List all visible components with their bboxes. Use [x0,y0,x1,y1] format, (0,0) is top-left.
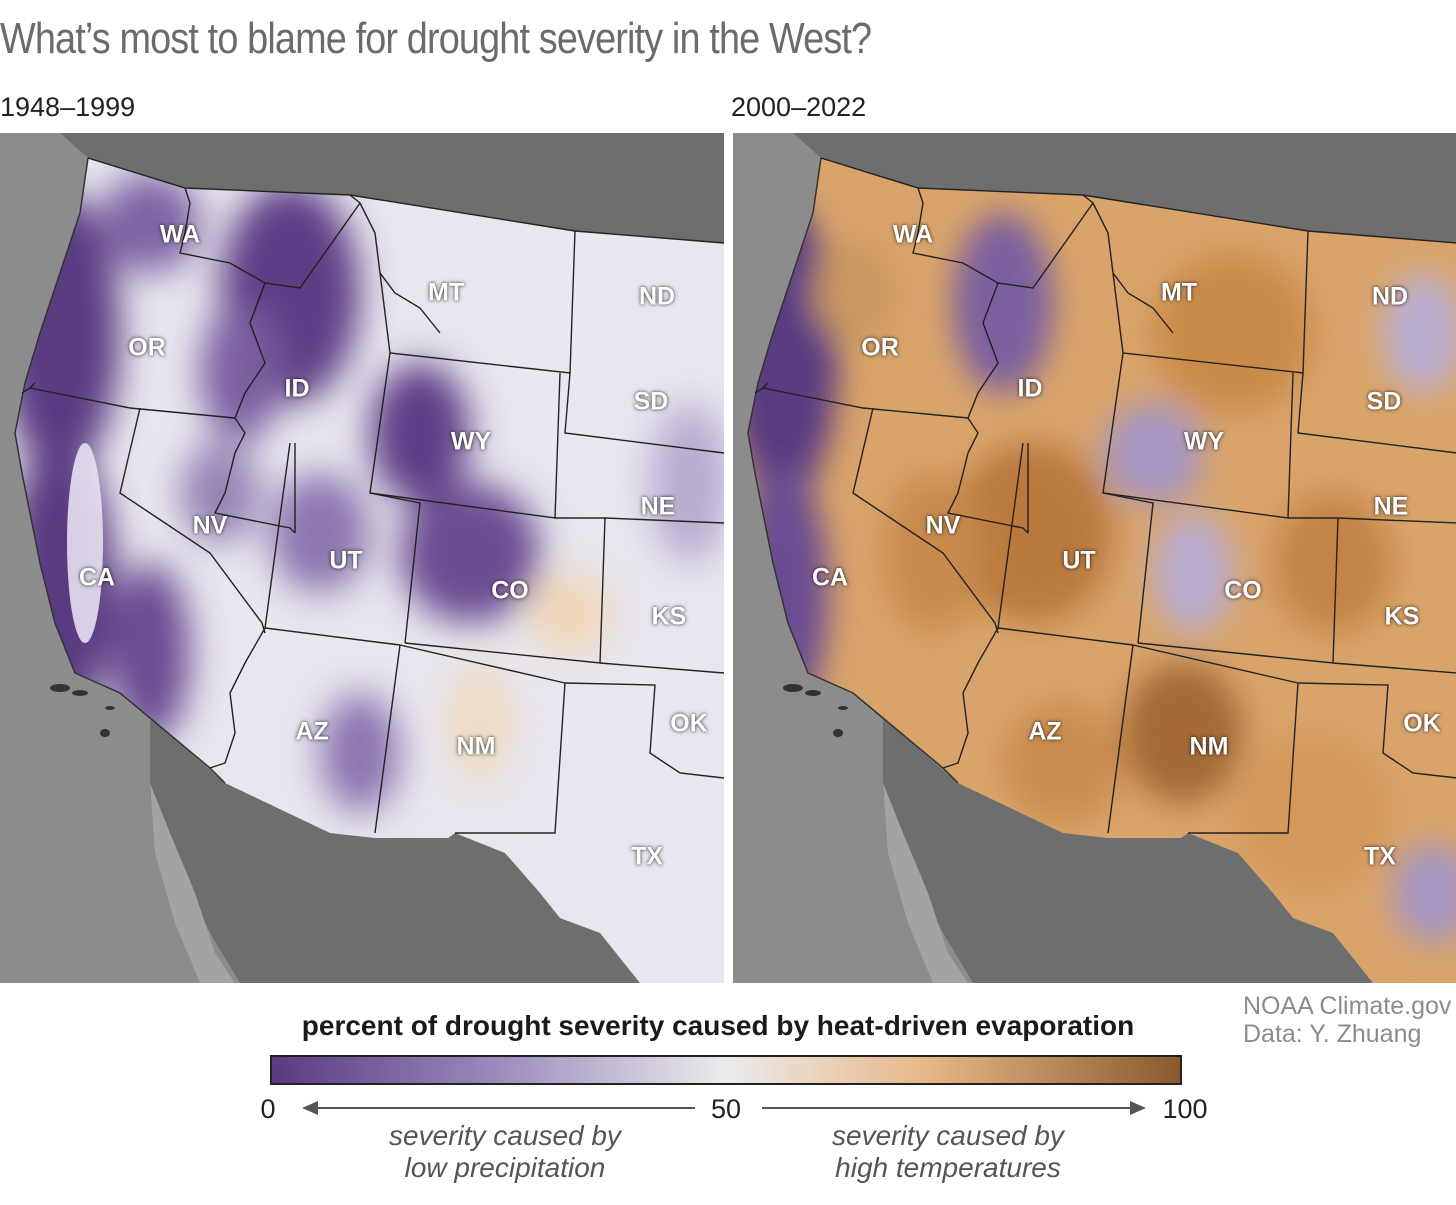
note-line: severity caused by [389,1120,621,1151]
state-label: NE [1373,492,1409,521]
note-line: severity caused by [832,1120,1064,1151]
state-label: CA [78,563,116,592]
state-label: CA [811,563,849,592]
period-label-left: 1948–1999 [0,92,136,122]
legend-note-temperature: severity caused by high temperatures [822,1120,1074,1184]
state-label: NV [925,511,961,540]
state-label: OR [128,333,166,362]
period-label-right: 2000–2022 [731,92,867,122]
map-2000-2022: WA OR CA ID NV MT WY UT AZ CO NM ND SD N… [733,133,1456,983]
state-label: WY [450,427,492,456]
state-label: SD [1366,387,1402,416]
state-label: ID [1017,374,1043,403]
state-label: MT [1160,278,1198,307]
state-label: WA [892,220,934,249]
state-label: WY [1183,427,1225,456]
state-label: TX [1364,842,1396,871]
state-label: NM [456,732,496,761]
map-graphic-right [733,133,1456,983]
state-label: KS [1384,602,1420,631]
state-label: CO [1224,576,1262,605]
state-label: OK [1403,709,1441,738]
state-label: WA [159,220,201,249]
state-label: UT [329,546,363,575]
state-label: AZ [295,717,329,746]
legend-note-precipitation: severity caused by low precipitation [380,1120,630,1184]
credit-source: NOAA Climate.gov [1243,992,1452,1020]
state-label: NE [640,492,676,521]
state-label: ND [638,282,676,311]
map-1948-1999: WA OR CA ID NV MT WY UT AZ CO NM ND SD N… [0,133,724,983]
left-arrow-icon [302,1101,318,1115]
state-label: ID [284,374,310,403]
legend-tick-min: 0 [260,1094,276,1124]
map-graphic-left [0,133,724,983]
state-label: KS [651,602,687,631]
state-label: NV [192,511,228,540]
state-label: CO [491,576,529,605]
credit-data: Data: Y. Zhuang [1243,1020,1422,1048]
state-label: NM [1189,732,1229,761]
note-line: high temperatures [835,1152,1061,1183]
legend-title: percent of drought severity caused by he… [301,1010,1135,1041]
legend-color-bar [270,1055,1182,1085]
state-label: UT [1062,546,1096,575]
state-label: SD [633,387,669,416]
chart-title: What’s most to blame for drought severit… [0,14,872,63]
state-label: AZ [1028,717,1062,746]
state-label: ND [1371,282,1409,311]
state-label: MT [427,278,465,307]
right-arrow-icon [1130,1101,1146,1115]
state-label: OR [861,333,899,362]
legend-tick-mid: 50 [710,1094,742,1124]
note-line: low precipitation [404,1152,606,1183]
state-label: TX [631,842,663,871]
legend-arrows [302,1101,1146,1115]
legend-tick-max: 100 [1162,1094,1208,1124]
state-label: OK [670,709,708,738]
